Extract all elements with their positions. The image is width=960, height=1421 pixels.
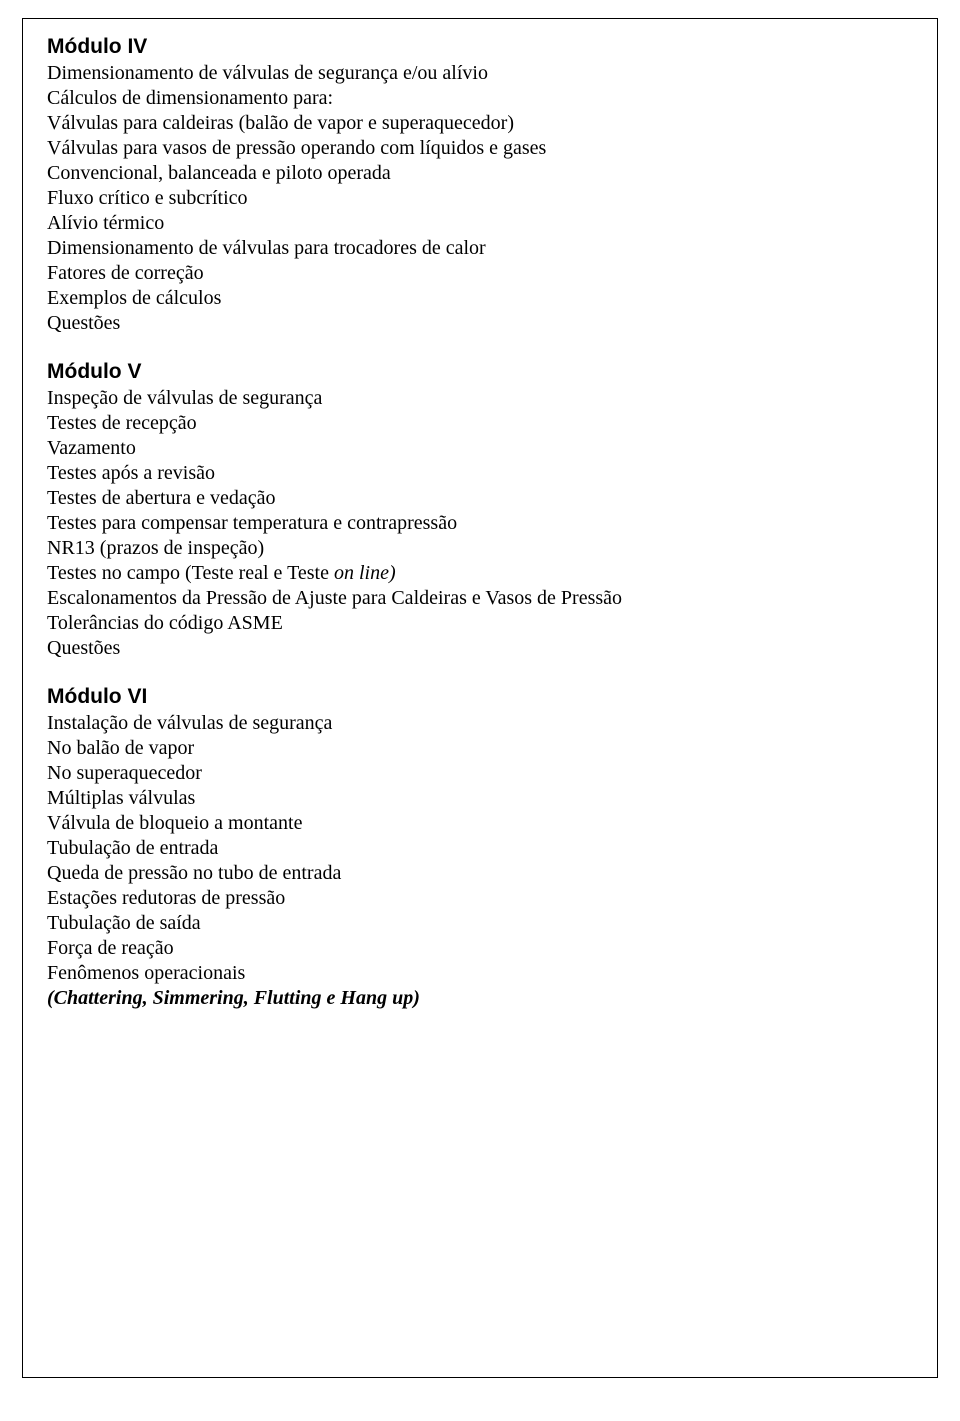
content-line: Testes de abertura e vedação: [47, 486, 913, 511]
content-line: Válvulas para vasos de pressão operando …: [47, 136, 913, 161]
module-heading: Módulo IV: [47, 35, 913, 59]
content-line: Dimensionamento de válvulas para trocado…: [47, 236, 913, 261]
content-line: Queda de pressão no tubo de entrada: [47, 861, 913, 886]
content-line: No balão de vapor: [47, 736, 913, 761]
content-line: Fatores de correção: [47, 261, 913, 286]
content-line: Estações redutoras de pressão: [47, 886, 913, 911]
content-line: Tolerâncias do código ASME: [47, 611, 913, 636]
content-container: Módulo IVDimensionamento de válvulas de …: [47, 35, 913, 1011]
content-line: NR13 (prazos de inspeção): [47, 536, 913, 561]
content-line: Vazamento: [47, 436, 913, 461]
content-line: Tubulação de saída: [47, 911, 913, 936]
content-line: Inspeção de válvulas de segurança: [47, 386, 913, 411]
italic-text: on line): [334, 562, 396, 584]
content-line: Testes no campo (Teste real e Teste on l…: [47, 561, 913, 586]
module-block: Módulo VInspeção de válvulas de seguranç…: [47, 360, 913, 661]
module-heading: Módulo V: [47, 360, 913, 384]
content-line: Convencional, balanceada e piloto operad…: [47, 161, 913, 186]
content-line: Questões: [47, 311, 913, 336]
content-line: Testes para compensar temperatura e cont…: [47, 511, 913, 536]
line-prefix: Testes no campo (Teste real e Teste: [47, 562, 334, 584]
content-line: Fluxo crítico e subcrítico: [47, 186, 913, 211]
module-block: Módulo IVDimensionamento de válvulas de …: [47, 35, 913, 336]
content-line: Força de reação: [47, 936, 913, 961]
content-line: Válvulas para caldeiras (balão de vapor …: [47, 111, 913, 136]
content-line: No superaquecedor: [47, 761, 913, 786]
content-line: Cálculos de dimensionamento para:: [47, 86, 913, 111]
content-line: Fenômenos operacionais: [47, 961, 913, 986]
content-line: Instalação de válvulas de segurança: [47, 711, 913, 736]
content-line: Testes de recepção: [47, 411, 913, 436]
module-heading: Módulo VI: [47, 685, 913, 709]
content-line: Exemplos de cálculos: [47, 286, 913, 311]
content-line: (Chattering, Simmering, Flutting e Hang …: [47, 986, 913, 1011]
content-line: Alívio térmico: [47, 211, 913, 236]
content-line: Múltiplas válvulas: [47, 786, 913, 811]
bold-italic-text: (Chattering, Simmering, Flutting e Hang …: [47, 987, 420, 1009]
content-line: Válvula de bloqueio a montante: [47, 811, 913, 836]
content-line: Dimensionamento de válvulas de segurança…: [47, 61, 913, 86]
content-line: Escalonamentos da Pressão de Ajuste para…: [47, 586, 913, 611]
module-block: Módulo VIInstalação de válvulas de segur…: [47, 685, 913, 1011]
content-line: Tubulação de entrada: [47, 836, 913, 861]
content-line: Testes após a revisão: [47, 461, 913, 486]
page-border: Módulo IVDimensionamento de válvulas de …: [22, 18, 938, 1378]
content-line: Questões: [47, 636, 913, 661]
